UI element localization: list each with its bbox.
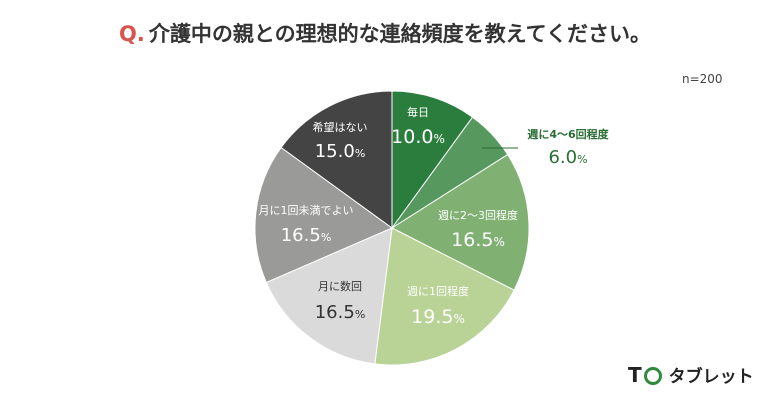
logo-q-icon — [643, 366, 662, 385]
pie-slice — [280, 90, 393, 229]
slice-value: 16.5% — [281, 225, 332, 246]
pie-slice — [374, 227, 515, 366]
slice-label: 希望はない — [313, 120, 368, 134]
title-text: 介護中の親との理想的な連絡頻度を教えてください。 — [148, 22, 651, 46]
slice-label: 月に数回 — [318, 280, 362, 293]
pie-slice — [254, 146, 394, 284]
slice-label: 週に4〜6回程度 — [527, 127, 609, 141]
slice-value: 6.0% — [548, 147, 587, 168]
slice-label: 月に1回未満でよい — [259, 204, 354, 217]
slice-label: 毎日 — [407, 106, 429, 119]
chart-title: Q. 介護中の親との理想的な連絡頻度を教えてください。 — [0, 18, 770, 48]
slice-label: 週に1回程度 — [407, 284, 469, 298]
slice-value: 16.5% — [315, 302, 366, 323]
slice-value: 10.0% — [391, 126, 445, 148]
logo-mark: T — [628, 362, 643, 387]
pie-slice — [390, 153, 530, 291]
brand-logo: T タブレット — [628, 362, 754, 388]
title-prefix: Q. — [119, 22, 145, 46]
pie-slice — [265, 227, 393, 365]
sample-size: n=200 — [682, 72, 723, 86]
slice-value: 15.0% — [315, 141, 366, 162]
pie-slice — [391, 90, 474, 230]
slice-value: 16.5% — [451, 229, 505, 251]
logo-name: タブレット — [668, 367, 754, 387]
slice-value: 19.5% — [411, 306, 465, 328]
slice-label: 週に2〜3回程度 — [438, 208, 518, 222]
